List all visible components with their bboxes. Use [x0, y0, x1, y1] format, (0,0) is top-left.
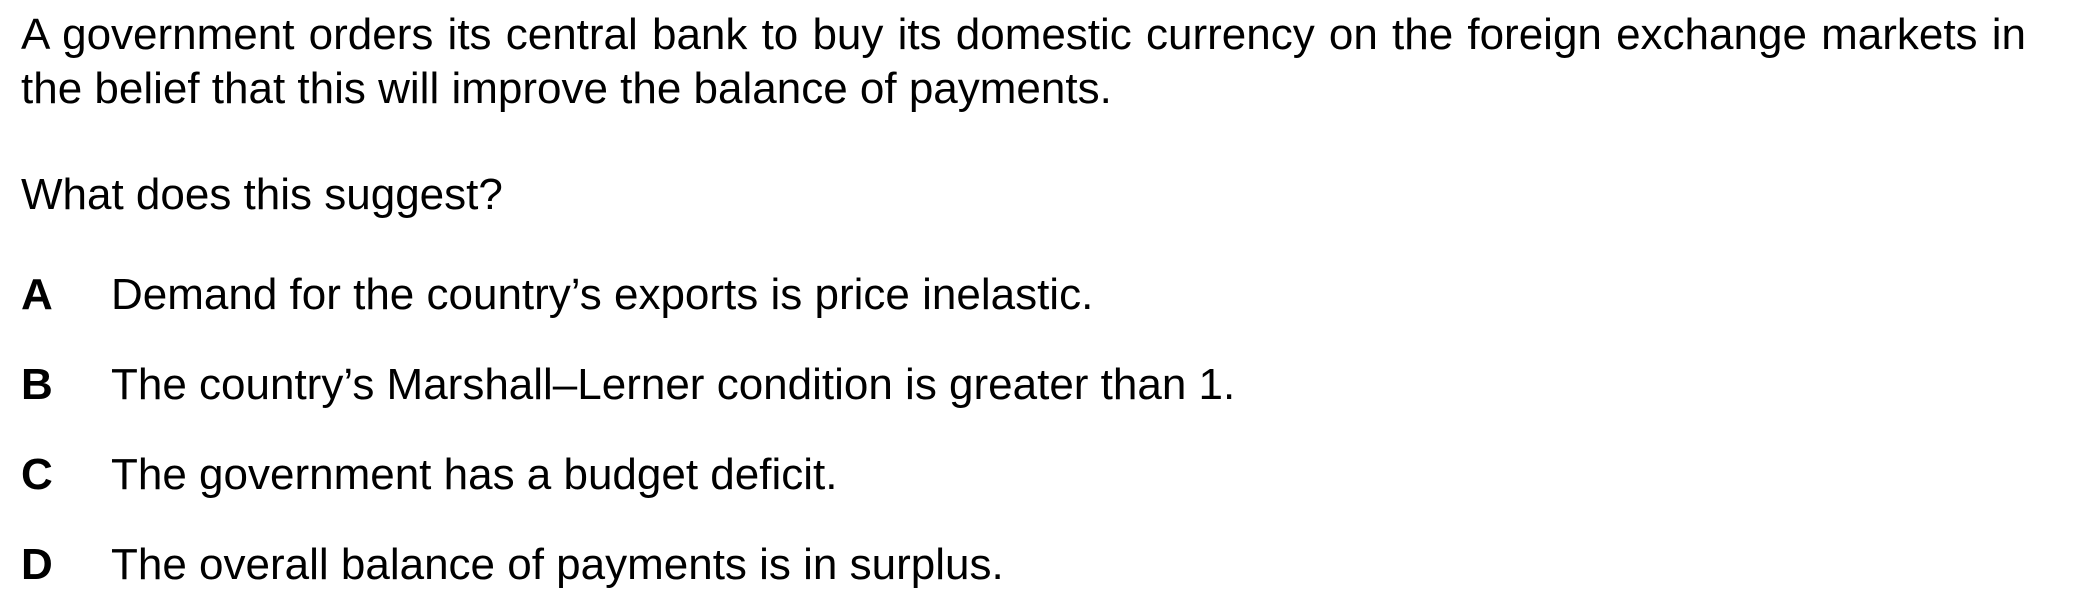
option-letter: C: [21, 450, 53, 499]
option-text: The overall balance of payments is in su…: [111, 540, 1004, 589]
option-text: The country’s Marshall–Lerner condition …: [111, 360, 1236, 409]
option-letter: D: [21, 540, 53, 589]
question-stem: A government orders its central bank to …: [21, 10, 2026, 113]
option-text: The government has a budget deficit.: [111, 450, 838, 499]
option-letter: B: [21, 360, 53, 409]
question-prompt: What does this suggest?: [21, 170, 503, 219]
option-letter: A: [21, 270, 53, 319]
option-text: Demand for the country’s exports is pric…: [111, 270, 1094, 319]
